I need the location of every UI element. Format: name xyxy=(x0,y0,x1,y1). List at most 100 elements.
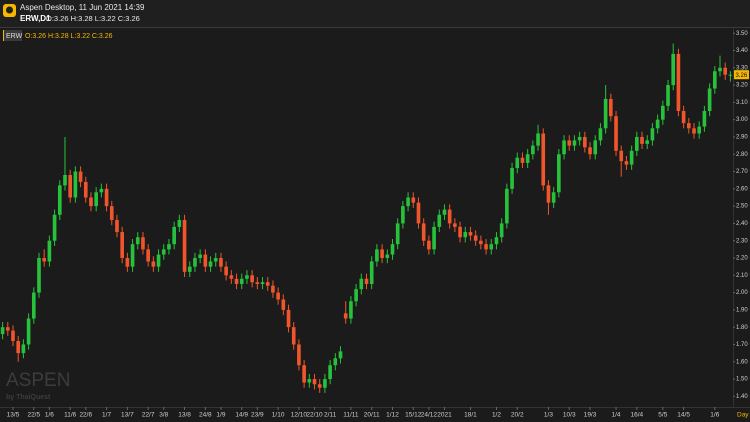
candle-body xyxy=(510,168,514,189)
candle-body xyxy=(42,258,47,262)
candle-body xyxy=(94,192,98,207)
candle-body xyxy=(161,249,166,255)
watermark-by: by ThaiQuest xyxy=(6,394,51,401)
x-tick-label: 10/3 xyxy=(563,412,576,419)
x-tick-label: 22/7 xyxy=(142,412,155,419)
candle-body xyxy=(260,282,265,284)
y-tick-label: 2.00 xyxy=(736,290,748,296)
candle-body xyxy=(63,174,67,186)
candle-body xyxy=(224,266,228,276)
candle-body xyxy=(593,140,598,155)
candle-body xyxy=(115,219,119,233)
candle-body xyxy=(78,171,83,182)
x-tick-label: 14/5 xyxy=(677,412,690,419)
candle-body xyxy=(182,219,187,272)
candle-body xyxy=(666,85,670,106)
candle-body xyxy=(531,145,535,155)
x-tick-label: 1/10 xyxy=(272,412,285,419)
candle-body xyxy=(635,136,639,151)
candle-body xyxy=(432,226,436,250)
y-tick-label: 2.10 xyxy=(736,273,748,279)
y-tick-label: 3.50 xyxy=(736,31,748,37)
candle-body xyxy=(265,282,270,286)
candle-body xyxy=(577,136,582,141)
y-tick-label: 3.40 xyxy=(736,48,748,54)
candle-body xyxy=(89,197,93,207)
x-tick-label: 1/6 xyxy=(45,412,54,419)
candle-body xyxy=(297,344,301,366)
candle-body xyxy=(499,223,504,238)
candle-body xyxy=(11,330,15,342)
candle-body xyxy=(494,237,499,245)
candle-body xyxy=(364,278,369,284)
y-tick-label: 2.30 xyxy=(736,238,748,244)
candle-body xyxy=(421,223,426,241)
candle-body xyxy=(291,327,296,345)
candle-body xyxy=(187,266,192,272)
candle-body xyxy=(47,240,52,262)
y-tick-label: 1.40 xyxy=(736,394,748,400)
candle-body xyxy=(349,301,353,319)
candle-body xyxy=(338,351,343,359)
y-tick-label: 2.50 xyxy=(736,204,748,210)
y-tick-label: 2.20 xyxy=(736,256,748,262)
y-tick-label: 1.80 xyxy=(736,325,748,331)
x-tick-label: 11/11 xyxy=(343,412,359,419)
candle-body xyxy=(245,275,249,279)
candle-body xyxy=(629,150,634,165)
candle-body xyxy=(343,313,348,319)
candle-body xyxy=(52,214,57,241)
candle-body xyxy=(141,237,145,250)
candle-body xyxy=(99,188,104,193)
candle-body xyxy=(551,192,556,203)
x-tick-label: 5/5 xyxy=(658,412,667,419)
candle-body xyxy=(5,327,10,331)
y-tick-label: 3.20 xyxy=(736,83,748,89)
candle-body xyxy=(172,226,176,245)
candle-body xyxy=(453,223,457,227)
candle-body xyxy=(671,53,676,86)
candle-body xyxy=(447,209,452,224)
candle-body xyxy=(156,254,161,267)
header-bar xyxy=(0,0,750,27)
candle-body xyxy=(640,136,644,144)
candle-body xyxy=(437,214,442,227)
candle-body xyxy=(83,181,88,198)
candle-body xyxy=(489,244,494,250)
legend-box[interactable] xyxy=(3,30,22,41)
candle-body xyxy=(505,188,509,224)
x-tick-label: 22/6 xyxy=(79,412,92,419)
legend-name: ERW xyxy=(6,33,23,40)
x-tick-label: 2021 xyxy=(437,412,452,419)
candle-body xyxy=(167,244,171,250)
candle-body xyxy=(213,258,218,262)
candle-body xyxy=(328,365,332,380)
candle-body xyxy=(598,128,603,141)
y-tick-label: 3.00 xyxy=(736,117,748,123)
candle-body xyxy=(624,161,629,165)
candle-body xyxy=(406,197,410,207)
y-tick-label: 2.70 xyxy=(736,169,748,175)
y-tick-label: 1.60 xyxy=(736,359,748,365)
x-tick-label: 2/11 xyxy=(324,412,337,419)
y-tick-label: 2.40 xyxy=(736,221,748,227)
legend-ohlc: O:3.26 H:3.28 L:3.22 C:3.26 xyxy=(25,33,113,40)
candle-body xyxy=(229,275,234,279)
x-tick-label: 19/3 xyxy=(584,412,597,419)
candle-body xyxy=(31,292,36,319)
candle-body xyxy=(609,98,613,117)
x-tick-label: 1/4 xyxy=(612,412,621,419)
candle-body xyxy=(317,384,322,388)
candle-body xyxy=(130,244,135,267)
candle-body xyxy=(655,119,660,129)
candle-body xyxy=(271,285,275,293)
candle-body xyxy=(557,154,561,193)
candle-body xyxy=(660,105,665,120)
candle-body xyxy=(583,136,587,148)
header-ohlc: O:3.26 H:3.28 L:3.22 C:3.26 xyxy=(46,14,140,23)
x-tick-label: 13/8 xyxy=(178,412,191,419)
candle-body xyxy=(57,185,62,215)
candle-body xyxy=(21,344,26,354)
y-tick-label: 1.90 xyxy=(736,307,748,313)
